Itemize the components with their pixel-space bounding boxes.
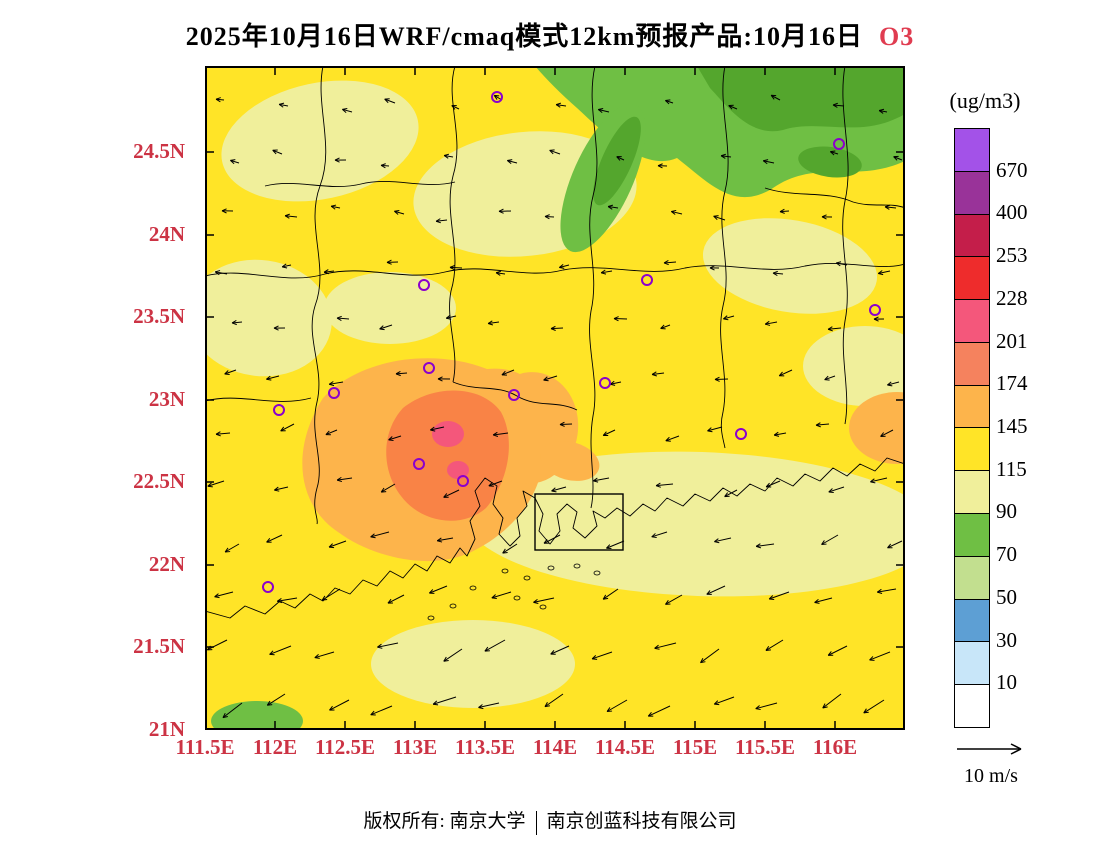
colorbar-labels: 670 400 253 228 201 174 145 115 90 70 50 30 10: [996, 128, 1066, 726]
y-tick-label: 21N: [148, 717, 185, 741]
colorbar-units-label: (ug/m3): [949, 88, 1021, 113]
x-axis-labels: 111.5E 112E 112.5E 113E 113.5E 114E 114.5E 115E…: [176, 735, 905, 763]
colorbar-segment: [955, 599, 989, 643]
colorbar-value-label: 201: [996, 328, 1028, 353]
colorbar-value-label: 174: [996, 371, 1028, 396]
colorbar-value-label: 10: [996, 670, 1017, 695]
colorbar-segment: [955, 129, 989, 172]
colorbar-value-label: 90: [996, 499, 1017, 524]
x-tick-label: 112.5E: [314, 735, 376, 759]
colorbar-segment: [955, 642, 989, 686]
x-tick-label: 116E: [812, 735, 858, 759]
colorbar-value-label: 30: [996, 627, 1017, 652]
x-tick-label: 114E: [532, 735, 578, 759]
colorbar-segment: [955, 300, 989, 343]
x-tick-label: 112E: [252, 735, 298, 759]
wind-legend: 10 m/s: [946, 740, 1036, 788]
colorbar-value-label: 50: [996, 584, 1017, 609]
footer-divider: [535, 810, 537, 835]
colorbar-value-label: 400: [996, 200, 1028, 225]
colorbar-segment: [955, 428, 989, 472]
y-axis-labels: 24.5N 24N 23.5N 23N 22.5N 22N 21.5N 21N: [80, 66, 195, 741]
colorbar-segment: [955, 257, 989, 301]
x-tick-label: 113E: [392, 735, 438, 759]
colorbar-value-label: 145: [996, 414, 1028, 438]
forecast-map: [205, 66, 905, 730]
colorbar-segment: [955, 685, 989, 727]
page-title: 2025年10月16日WRF/cmaq模式12km预报产品:10月16日 O3: [0, 16, 1100, 53]
x-tick-label: 114.5E: [594, 735, 656, 759]
x-tick-label: 115E: [672, 735, 718, 759]
colorbar-segment: [955, 171, 989, 215]
wind-legend-arrow-icon: [957, 743, 1022, 755]
colorbar-segment: [955, 514, 989, 557]
colorbar: [954, 128, 990, 728]
colorbar-segment: [955, 342, 989, 386]
colorbar-value-label: 253: [996, 243, 1028, 268]
y-tick-label: 22N: [148, 552, 185, 576]
colorbar-value-label: 115: [996, 456, 1027, 481]
y-tick-label: 22.5N: [133, 469, 185, 493]
y-tick-label: 23N: [148, 387, 185, 411]
colorbar-segment: [955, 385, 989, 429]
x-tick-label: 113.5E: [454, 735, 516, 759]
x-tick-label: 115.5E: [734, 735, 796, 759]
colorbar-value-label: 70: [996, 542, 1017, 567]
copyright-owner: 版权所有: 南京大学: [363, 811, 526, 832]
footer: 版权所有: 南京大学 南京创蓝科技有限公司: [0, 806, 1100, 835]
y-tick-label: 23.5N: [133, 304, 185, 328]
colorbar-value-label: 228: [996, 285, 1028, 310]
y-tick-label: 21.5N: [133, 634, 185, 658]
wind-legend-label: 10 m/s: [964, 765, 1018, 787]
y-tick-label: 24.5N: [133, 139, 185, 163]
copyright-company: 南京创蓝科技有限公司: [546, 811, 737, 832]
y-tick-label: 24N: [148, 222, 185, 246]
colorbar-segment: [955, 556, 989, 600]
colorbar-segment: [955, 471, 989, 515]
colorbar-segment: [955, 214, 989, 258]
pollutant-label: O3: [879, 22, 915, 51]
x-tick-label: 111.5E: [175, 735, 235, 759]
title-text: 2025年10月16日WRF/cmaq模式12km预报产品:10月16日: [185, 22, 864, 51]
colorbar-value-label: 670: [996, 157, 1028, 182]
